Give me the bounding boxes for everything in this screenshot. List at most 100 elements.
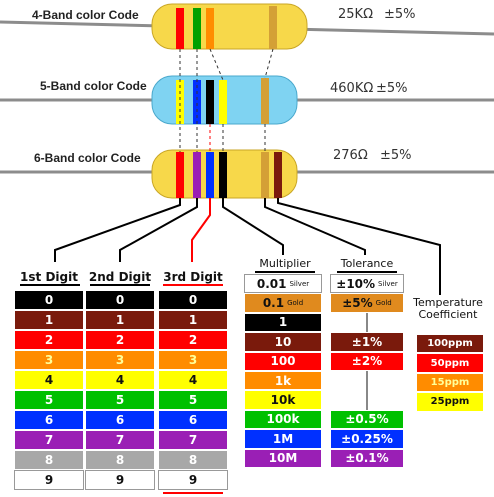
tolerance-cell-text: ±0.5% bbox=[345, 412, 389, 427]
tempco-cell: 15ppm bbox=[416, 372, 484, 393]
digit1-cell: 0 bbox=[14, 290, 84, 310]
digit2-cell-text: 2 bbox=[115, 333, 125, 347]
multiplier-cell: 10 bbox=[244, 332, 322, 352]
digit1-cell: 9 bbox=[14, 470, 84, 490]
resistor-3-body bbox=[151, 149, 298, 199]
digit1-cell: 3 bbox=[14, 350, 84, 370]
digit3-cell: 3 bbox=[158, 350, 228, 370]
tempco-cell-text: 50ppm bbox=[430, 357, 470, 369]
digit2-cell: 5 bbox=[85, 390, 155, 410]
digit1-cell: 5 bbox=[14, 390, 84, 410]
digit3-cell-text: 7 bbox=[188, 433, 198, 447]
digit1-cell: 8 bbox=[14, 450, 84, 470]
digit2-cell-text: 6 bbox=[115, 413, 125, 427]
digit2-cell: 3 bbox=[85, 350, 155, 370]
multiplier-cell: 1 bbox=[244, 312, 322, 333]
digit2-cell: 9 bbox=[85, 470, 155, 490]
tolerance-cell: ±0.5% bbox=[330, 409, 404, 430]
digit1-cell-text: 8 bbox=[44, 453, 54, 467]
multiplier-cell: 10M bbox=[244, 448, 322, 468]
digit3-header: 3rd Digit bbox=[163, 270, 223, 284]
digit1-cell: 2 bbox=[14, 330, 84, 350]
band-alignment-lines bbox=[179, 48, 274, 152]
resistor-3-tolerance: ±5% bbox=[380, 148, 412, 163]
tolerance-cell-text: ±1% bbox=[351, 334, 383, 349]
multiplier-cell-text: 10M bbox=[268, 451, 298, 466]
digit1-cell: 1 bbox=[14, 310, 84, 330]
digit2-cell-text: 0 bbox=[115, 293, 125, 307]
multiplier-cell-text: 1k bbox=[274, 373, 292, 388]
digit1-header: 1st Digit bbox=[20, 270, 78, 284]
digit3-cell-text: 0 bbox=[188, 293, 198, 307]
digit1-cell: 7 bbox=[14, 430, 84, 450]
resistor-1-tolerance: ±5% bbox=[384, 7, 416, 22]
multiplier-cell-text: 10 bbox=[274, 334, 292, 349]
digit3-cell: 6 bbox=[158, 410, 228, 430]
multiplier-header: Multiplier bbox=[259, 257, 311, 270]
resistor-3-value: 276Ω bbox=[333, 148, 368, 163]
digit3-cell-text: 3 bbox=[188, 353, 198, 367]
digit3-cell-text: 1 bbox=[188, 313, 198, 327]
multiplier-cell-text: 0.1 bbox=[262, 296, 285, 311]
digit1-cell-text: 9 bbox=[44, 473, 54, 487]
digit2-cell-text: 5 bbox=[115, 393, 125, 407]
digit3-cell: 1 bbox=[158, 310, 228, 330]
digit2-cell: 8 bbox=[85, 450, 155, 470]
multiplier-cell-text: 1 bbox=[278, 315, 288, 330]
digit3-cell: 9 bbox=[158, 470, 228, 490]
digit2-cell-text: 4 bbox=[115, 373, 125, 387]
digit1-cell-text: 4 bbox=[44, 373, 54, 387]
tolerance-cell-text: ±5% bbox=[342, 296, 373, 311]
tempco-cell-text: 100ppm bbox=[427, 338, 473, 350]
leader-lines bbox=[54, 198, 441, 295]
digit2-cell: 7 bbox=[85, 430, 155, 450]
digit2-cell-text: 1 bbox=[115, 313, 125, 327]
digit2-cell-text: 9 bbox=[115, 473, 125, 487]
tolerance-cell: ±2% bbox=[330, 351, 404, 371]
resistor-1-body bbox=[151, 3, 308, 50]
digit1-cell-text: 3 bbox=[44, 353, 54, 367]
digit3-cell: 8 bbox=[158, 450, 228, 470]
digit1-cell: 4 bbox=[14, 370, 84, 390]
resistor-1-label: 4-Band color Code bbox=[32, 8, 139, 22]
tolerance-cell: ±1% bbox=[330, 332, 404, 352]
tolerance-cell: ±0.1% bbox=[330, 448, 404, 468]
digit1-cell-text: 6 bbox=[44, 413, 54, 427]
resistor-2-tolerance: ±5% bbox=[376, 81, 408, 96]
digit3-cell: 0 bbox=[158, 290, 228, 310]
resistor-3-label: 6-Band color Code bbox=[34, 151, 141, 165]
multiplier-cell: 10k bbox=[244, 390, 322, 410]
digit3-cell-text: 5 bbox=[188, 393, 198, 407]
tempco-cell: 100ppm bbox=[416, 334, 484, 354]
resistor-2-value: 460KΩ bbox=[330, 81, 374, 96]
tolerance-header: Tolerance bbox=[340, 257, 394, 270]
digit2-cell-text: 7 bbox=[115, 433, 125, 447]
digit2-cell: 1 bbox=[85, 310, 155, 330]
multiplier-cell-subtext: Gold bbox=[287, 299, 304, 308]
digit1-cell-text: 1 bbox=[44, 313, 54, 327]
resistor-2-label: 5-Band color Code bbox=[40, 79, 147, 93]
multiplier-cell-text: 100k bbox=[266, 412, 300, 427]
multiplier-cell: 100k bbox=[244, 409, 322, 430]
tolerance-cell-subtext: Silver bbox=[378, 279, 398, 288]
digit3-cell-text: 8 bbox=[188, 453, 198, 467]
multiplier-cell-subtext: Silver bbox=[289, 279, 310, 288]
multiplier-cell-text: 0.01 bbox=[256, 276, 287, 291]
multiplier-cell: 0.1 Gold bbox=[244, 293, 322, 313]
digit3-cell-text: 4 bbox=[188, 373, 198, 387]
digit3-cell-text: 6 bbox=[188, 413, 198, 427]
multiplier-cell-text: 1M bbox=[272, 431, 294, 446]
tolerance-cell-subtext: Gold bbox=[375, 299, 392, 308]
tempco-header: Temperature Coefficient bbox=[413, 296, 483, 321]
tolerance-cell-text: ±0.1% bbox=[345, 451, 389, 466]
digit2-cell: 2 bbox=[85, 330, 155, 350]
tolerance-cell-text: ±0.25% bbox=[341, 431, 393, 446]
digit2-cell: 0 bbox=[85, 290, 155, 310]
digit2-cell: 6 bbox=[85, 410, 155, 430]
digit1-cell-text: 2 bbox=[44, 333, 54, 347]
tolerance-cell-text: ±2% bbox=[351, 354, 383, 369]
tempco-cell-text: 15ppm bbox=[430, 376, 470, 388]
multiplier-cell: 1k bbox=[244, 371, 322, 391]
digit2-cell-text: 3 bbox=[115, 353, 125, 367]
digit1-cell: 6 bbox=[14, 410, 84, 430]
